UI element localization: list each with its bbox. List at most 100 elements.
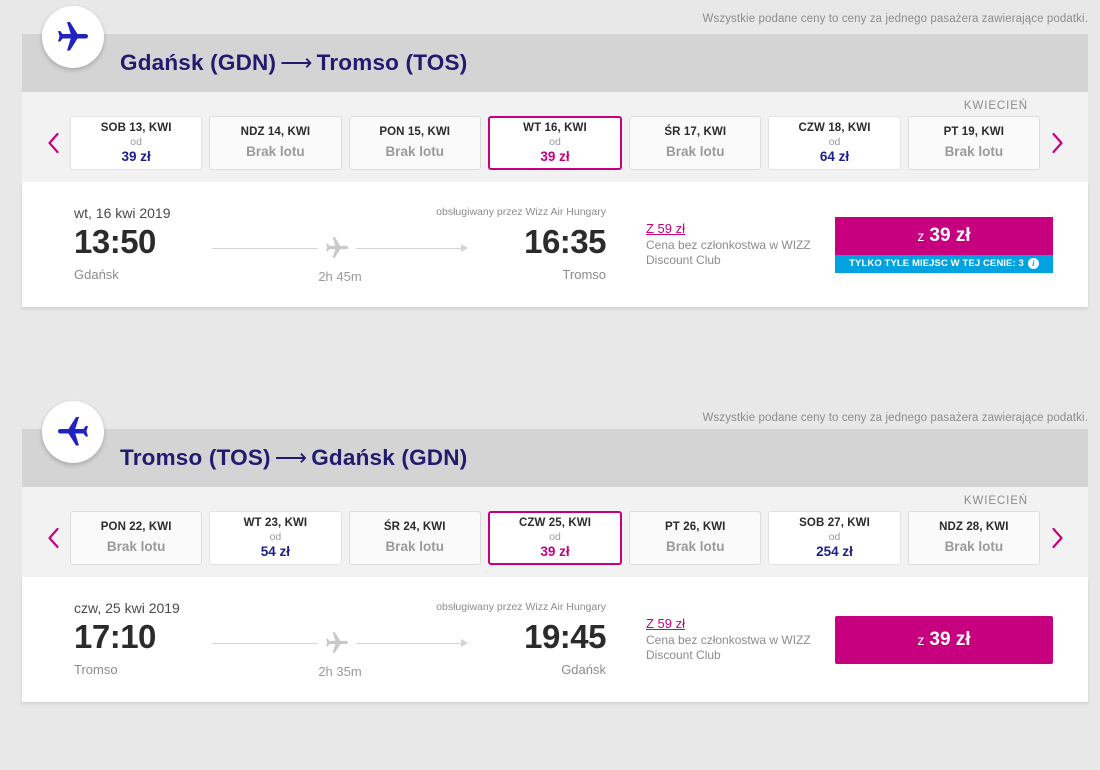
od-label: od <box>549 135 561 148</box>
plane-right-icon <box>42 6 104 68</box>
no-flight-label: Brak lotu <box>385 144 444 160</box>
price-disclaimer-outbound: Wszystkie podane ceny to ceny za jednego… <box>702 13 1088 25</box>
date-cell-pon-22[interactable]: PON 22, KWI Brak lotu <box>70 511 203 565</box>
departure-city: Tromso <box>74 662 118 677</box>
arrival-city: Tromso <box>562 267 606 282</box>
day-label: WT 16, KWI <box>523 121 587 134</box>
flight-date: czw, 25 kwi 2019 <box>74 600 180 616</box>
info-icon[interactable]: i <box>1027 258 1039 269</box>
flight-schedule: czw, 25 kwi 2019 obsługiwany przez Wizz A… <box>22 577 634 702</box>
od-label: od <box>130 135 142 148</box>
no-flight-label: Brak lotu <box>106 539 166 555</box>
date-cell-pt-26[interactable]: PT 26, KWI Brak lotu <box>629 511 762 565</box>
date-cell-czw-25[interactable]: CZW 25, KWI od 39 zł <box>487 511 623 565</box>
day-label: CZW 18, KWI <box>798 121 871 134</box>
date-cell-czw-18[interactable]: CZW 18, KWI od 64 zł <box>768 116 901 170</box>
date-cell-wt-23[interactable]: WT 23, KWI od 54 zł <box>209 511 342 565</box>
day-price: 64 zł <box>819 148 850 164</box>
flight-duration: 2h 35m <box>318 664 362 679</box>
no-flight-label: Brak lotu <box>385 539 444 555</box>
date-cells: SOB 13, KWI od 39 zł NDZ 14, KWI Brak lotu PO… <box>70 116 1040 170</box>
flight-row: wt, 16 kwi 2019 obsługiwany przez Wizz Ai… <box>22 182 1088 307</box>
wdc-price-link[interactable]: Z 59 zł <box>646 616 686 631</box>
fare-amount: 39 zł <box>929 628 971 650</box>
cta-wrapper: z 39 zł <box>835 615 1053 664</box>
flight-duration: 2h 45m <box>318 269 362 284</box>
select-fare-button[interactable]: z 39 zł <box>835 216 1053 255</box>
date-cells: PON 22, KWI Brak lotu WT 23, KWI od 54 zł ŚR … <box>70 511 1040 565</box>
day-price: 254 zł <box>816 543 853 559</box>
date-cell-pt-19[interactable]: PT 19, KWI Brak lotu <box>907 116 1040 170</box>
no-flight-label: Brak lotu <box>944 539 1004 555</box>
date-selector-strip: KWIECIEŃ SOB 13, KWI od 39 zł NDZ 14, KWI Bra… <box>22 92 1088 182</box>
month-label: KWIECIEŃ <box>963 495 1028 507</box>
date-selector-strip: KWIECIEŃ PON 22, KWI Brak lotu WT 23, KWI od… <box>22 487 1088 577</box>
departure-block: 17:10 Tromso <box>74 620 212 677</box>
day-label: WT 23, KWI <box>243 516 308 529</box>
date-cell-wt-16[interactable]: WT 16, KWI od 39 zł <box>487 116 623 170</box>
no-flight-label: Brak lotu <box>666 539 725 555</box>
origin-label: Gdańsk (GDN) <box>120 50 277 75</box>
flight-row: czw, 25 kwi 2019 obsługiwany przez Wizz A… <box>22 577 1088 702</box>
wdc-price-link[interactable]: Z 59 zł <box>646 221 686 236</box>
arrival-block: 16:35 Tromso <box>468 225 606 282</box>
duration-line <box>212 630 468 656</box>
no-flight-label: Brak lotu <box>246 144 305 160</box>
destination-label: Gdańsk (GDN) <box>311 445 468 470</box>
from-label: z <box>917 631 925 648</box>
prev-dates-button[interactable] <box>36 132 70 154</box>
destination-label: Tromso (TOS) <box>316 50 468 75</box>
wdc-note: Cena bez członkostwa w WIZZ Discount Clu… <box>646 238 811 267</box>
prev-dates-button[interactable] <box>36 527 70 549</box>
day-label: PON 22, KWI <box>100 521 172 534</box>
date-cell-sob-27[interactable]: SOB 27, KWI od 254 zł <box>768 511 901 565</box>
price-disclaimer-return: Wszystkie podane ceny to ceny za jednego… <box>702 412 1088 424</box>
departure-time: 17:10 <box>74 618 156 655</box>
day-price: 54 zł <box>260 543 291 559</box>
flight-card-return: Tromso (TOS) ⟶ Gdańsk (GDN) KWIECIEŃ PON 22,… <box>22 401 1088 702</box>
day-label: NDZ 14, KWI <box>240 126 311 139</box>
day-label: ŚR 24, KWI <box>383 521 446 534</box>
date-cell-pon-15[interactable]: PON 15, KWI Brak lotu <box>348 116 481 170</box>
arrival-time: 16:35 <box>524 223 606 260</box>
arrival-block: 19:45 Gdańsk <box>468 620 606 677</box>
next-dates-button[interactable] <box>1040 132 1074 154</box>
day-price: 39 zł <box>540 148 570 164</box>
select-fare-button[interactable]: z 39 zł <box>835 615 1053 664</box>
no-flight-label: Brak lotu <box>666 144 725 160</box>
wdc-price-block: Z 59 zł Cena bez członkostwa w WIZZ Disco… <box>634 616 834 663</box>
day-label: PT 19, KWI <box>943 126 1005 139</box>
date-cell-sob-13[interactable]: SOB 13, KWI od 39 zł <box>70 116 203 170</box>
departure-block: 13:50 Gdańsk <box>74 225 212 282</box>
wdc-price-block: Z 59 zł Cena bez członkostwa w WIZZ Disco… <box>634 221 834 268</box>
route-header: Tromso (TOS) ⟶ Gdańsk (GDN) <box>22 429 1088 487</box>
next-dates-button[interactable] <box>1040 527 1074 549</box>
date-cell-śr-24[interactable]: ŚR 24, KWI Brak lotu <box>348 511 481 565</box>
from-label: z <box>917 227 925 244</box>
booking-cta-column: z 39 zł <box>834 615 1088 664</box>
plane-progress-icon <box>324 630 350 656</box>
od-label: od <box>828 530 841 543</box>
date-cell-ndz-14[interactable]: NDZ 14, KWI Brak lotu <box>209 116 342 170</box>
wdc-note: Cena bez członkostwa w WIZZ Discount Clu… <box>646 633 811 662</box>
flight-card-outbound: Gdańsk (GDN) ⟶ Tromso (TOS) KWIECIEŃ SOB 13,… <box>22 6 1088 307</box>
date-cell-ndz-28[interactable]: NDZ 28, KWI Brak lotu <box>907 511 1040 565</box>
day-price: 39 zł <box>121 148 151 164</box>
plane-left-icon <box>42 401 104 463</box>
flight-date: wt, 16 kwi 2019 <box>74 205 171 221</box>
od-label: od <box>828 135 841 148</box>
date-cell-śr-17[interactable]: ŚR 17, KWI Brak lotu <box>629 116 762 170</box>
route-header: Gdańsk (GDN) ⟶ Tromso (TOS) <box>22 34 1088 92</box>
duration-line <box>212 235 468 261</box>
od-label: od <box>269 530 282 543</box>
no-flight-label: Brak lotu <box>944 144 1004 160</box>
date-row: PON 22, KWI Brak lotu WT 23, KWI od 54 zł ŚR … <box>36 511 1074 565</box>
day-label: PT 26, KWI <box>665 521 726 534</box>
times-row: 13:50 Gdańsk 2h 45m 16:35 Tromso <box>74 225 607 284</box>
month-label: KWIECIEŃ <box>963 100 1028 112</box>
route-arrow-icon: ⟶ <box>280 50 313 75</box>
day-label: ŚR 17, KWI <box>664 126 727 139</box>
